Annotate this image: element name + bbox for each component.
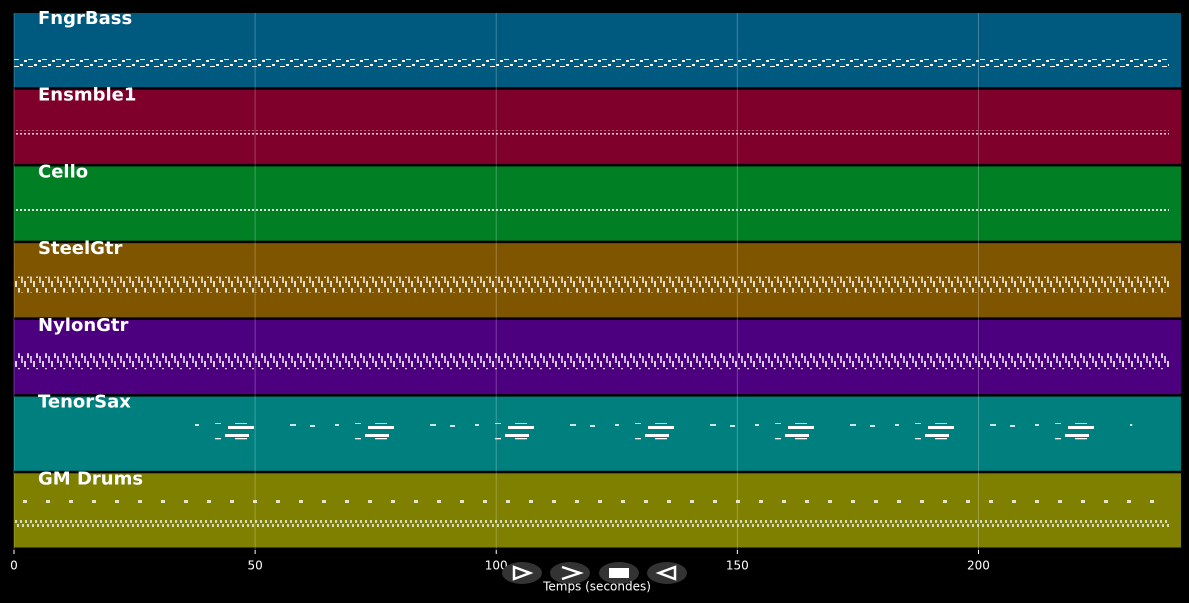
track-name: FngrBass [38,8,132,29]
track-band [14,89,1181,164]
track-name: GM Drums [38,468,143,489]
x-tick-label: 0 [10,559,18,573]
x-tick-label: 150 [726,559,749,573]
note-texture [14,276,1169,293]
playback-controls [502,562,687,584]
stop-button[interactable] [599,562,639,584]
x-axis-label: Temps (secondes) [542,580,651,594]
note-texture [14,207,1169,212]
x-tick-label: 50 [247,559,262,573]
note-texture [14,130,1169,135]
track-band [14,473,1181,548]
play-button[interactable] [502,562,542,584]
note-texture [14,353,1169,370]
track-band [14,166,1181,241]
note-texture [14,59,1169,68]
x-tick-label: 100 [485,559,508,573]
rewind-button[interactable] [647,562,687,584]
track-name: Ensmble1 [38,85,136,106]
track-name: SteelGtr [38,238,123,259]
note-texture [177,423,1133,440]
note-texture [14,519,1169,528]
note-texture [14,500,1169,505]
track-name: NylonGtr [38,315,129,336]
track-name: Cello [38,161,88,182]
track-band [14,13,1181,88]
forward-button[interactable] [550,562,590,584]
x-tick-label: 200 [967,559,990,573]
track-name: TenorSax [38,392,131,413]
